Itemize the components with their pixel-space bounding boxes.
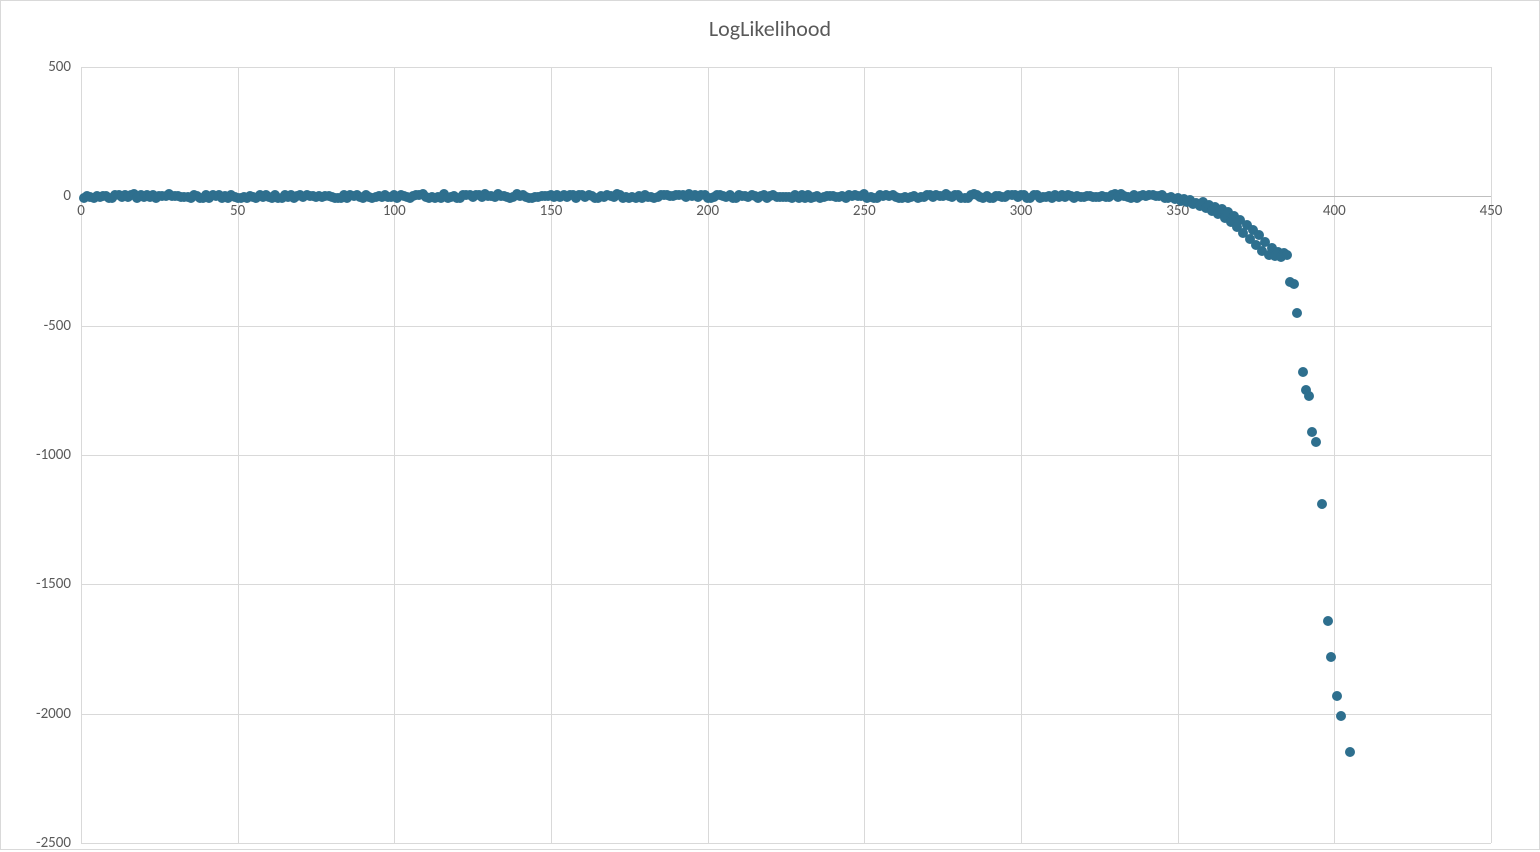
x-tick-label: 250 — [853, 202, 876, 220]
gridline-vertical — [1491, 67, 1492, 843]
x-tick-label: 450 — [1480, 202, 1503, 220]
data-point — [1304, 391, 1314, 401]
gridline-horizontal — [81, 455, 1491, 456]
data-point — [1336, 711, 1346, 721]
y-tick-label: -1000 — [36, 446, 71, 464]
x-tick-label: 0 — [77, 202, 85, 220]
data-point — [1326, 652, 1336, 662]
data-point — [1323, 616, 1333, 626]
gridline-horizontal — [81, 714, 1491, 715]
y-tick-label: -1500 — [36, 575, 71, 593]
y-tick-label: -500 — [44, 317, 71, 335]
x-tick-label: 400 — [1323, 202, 1346, 220]
y-tick-label: -2000 — [36, 705, 71, 723]
y-tick-label: -2500 — [36, 834, 71, 852]
data-point — [1317, 499, 1327, 509]
y-tick-label: 0 — [63, 187, 71, 205]
x-tick-label: 200 — [696, 202, 719, 220]
data-point — [1311, 437, 1321, 447]
data-point — [1292, 308, 1302, 318]
gridline-horizontal — [81, 843, 1491, 844]
gridline-horizontal — [81, 584, 1491, 585]
x-tick-label: 300 — [1010, 202, 1033, 220]
gridline-horizontal — [81, 326, 1491, 327]
x-tick-label: 150 — [540, 202, 563, 220]
data-point — [1282, 250, 1292, 260]
gridline-horizontal — [81, 67, 1491, 68]
data-point — [1298, 367, 1308, 377]
data-point — [1307, 427, 1317, 437]
data-point — [1345, 747, 1355, 757]
data-point — [1332, 691, 1342, 701]
chart-title: LogLikelihood — [1, 15, 1539, 42]
plot-area: 0501001502002503003504004505000-500-1000… — [81, 67, 1491, 843]
y-tick-label: 500 — [48, 58, 71, 76]
chart-container: LogLikelihood 05010015020025030035040045… — [0, 0, 1540, 850]
x-tick-label: 100 — [383, 202, 406, 220]
data-point — [1289, 279, 1299, 289]
x-tick-label: 50 — [230, 202, 245, 220]
